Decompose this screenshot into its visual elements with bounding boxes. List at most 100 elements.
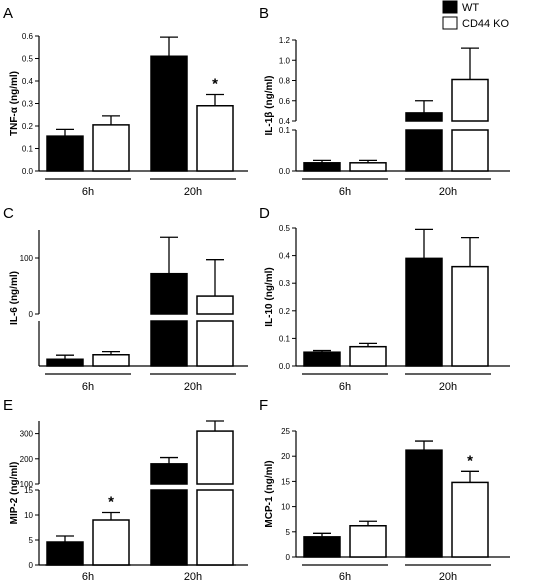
y-tick-label: 0.4: [279, 117, 291, 126]
y-tick-label: 15: [24, 486, 33, 495]
bar-wt-6h: [303, 162, 341, 172]
y-tick-label: 5: [286, 528, 291, 537]
x-category-label: 6h: [82, 186, 94, 198]
panel-f: F MCP-1 (ng/ml) 0 5 10 15 20 25 * 6h 20h: [259, 397, 510, 583]
y-axis-label: MCP-1 (ng/ml): [264, 460, 275, 527]
legend-label-wt: WT: [462, 2, 479, 14]
x-category-label: 20h: [439, 381, 457, 393]
y-tick-label: 0.3: [279, 279, 291, 288]
panel-d: D IL-10 (ng/ml) 0.0 0.1 0.2 0.3 0.4 0.5 6h 20h: [259, 205, 510, 393]
y-tick-label: 0.2: [279, 307, 291, 316]
bar-wt-20h: [150, 489, 188, 566]
bar-cd44ko-6h: [349, 162, 387, 172]
bar-wt-20h-upper: [150, 272, 188, 315]
x-category-label: 20h: [184, 186, 202, 198]
x-category-label: 20h: [184, 571, 202, 583]
bar-wt-20h: [150, 320, 188, 367]
x-category-label: 20h: [439, 186, 457, 198]
bar-wt-20h: [405, 129, 443, 172]
x-category-label: 6h: [339, 381, 351, 393]
y-tick-label: 10: [281, 503, 290, 512]
legend-label-cd44ko: CD44 KO: [462, 18, 510, 30]
bar-cd44ko-20h: [196, 105, 234, 172]
y-tick-label: 1.0: [279, 56, 291, 65]
panel-c: C IL-6 (ng/ml) 0 100 6h 20h: [3, 205, 248, 393]
y-tick-label: 5: [29, 536, 34, 545]
y-axis-label: TNF-α (ng/ml): [9, 71, 20, 136]
bar-cd44ko-20h: [451, 129, 489, 172]
y-tick-label: 0.1: [22, 145, 34, 154]
bar-wt-20h: [405, 257, 443, 367]
panel-letter: F: [259, 397, 268, 414]
y-axis-label: IL-6 (ng/ml): [9, 271, 20, 325]
y-tick-label: 100: [20, 254, 34, 263]
panel-letter: D: [259, 205, 270, 222]
y-tick-label: 15: [281, 477, 290, 486]
panel-a: A TNF-α (ng/ml) 0.0 0.1 0.2 0.3 0.4 0.5 0.6 * 6h 20…: [3, 5, 248, 198]
bar-wt-6h: [46, 358, 84, 367]
bar-cd44ko-20h-upper: [196, 295, 234, 315]
bar-wt-20h: [405, 449, 443, 558]
bar-cd44ko-6h: [92, 354, 130, 367]
y-tick-label: 0.6: [279, 97, 291, 106]
bar-wt-20h: [150, 55, 188, 172]
x-category-label: 6h: [82, 381, 94, 393]
bar-wt-6h: [46, 541, 84, 566]
bar-cd44ko-6h: [349, 525, 387, 558]
y-tick-label: 0.0: [279, 167, 291, 176]
panel-letter: E: [3, 397, 13, 414]
y-tick-label: 0.5: [22, 55, 34, 64]
y-tick-label: 0: [29, 310, 34, 319]
y-axis-label: IL-10 (ng/ml): [264, 267, 275, 326]
y-tick-label: 0.8: [279, 77, 291, 86]
y-tick-label: 0: [29, 561, 34, 570]
panel-letter: B: [259, 5, 269, 22]
bar-wt-6h: [46, 135, 84, 172]
bar-cd44ko-6h: [92, 124, 130, 172]
y-tick-label: 25: [281, 427, 290, 436]
y-tick-label: 0.1: [279, 126, 291, 135]
bar-wt-20h-upper: [150, 463, 188, 485]
y-tick-label: 300: [20, 430, 34, 439]
y-axis-label: MIP-2 (ng/ml): [9, 462, 20, 525]
bar-cd44ko-20h: [196, 489, 234, 566]
bar-cd44ko-20h: [451, 481, 489, 558]
bar-cd44ko-6h: [92, 519, 130, 566]
y-tick-label: 0.1: [279, 334, 291, 343]
y-tick-label: 0.4: [279, 252, 291, 261]
bar-cd44ko-6h: [349, 345, 387, 367]
x-category-label: 6h: [339, 571, 351, 583]
bar-cd44ko-20h: [196, 320, 234, 367]
y-tick-label: 20: [281, 452, 290, 461]
significance-marker: *: [467, 452, 473, 469]
y-tick-label: 0.0: [22, 167, 34, 176]
y-tick-label: 0.6: [22, 32, 34, 41]
y-tick-label: 10: [24, 511, 33, 520]
y-tick-label: 200: [20, 455, 34, 464]
significance-marker: *: [108, 494, 114, 511]
x-category-label: 20h: [439, 571, 457, 583]
y-tick-label: 0.0: [279, 362, 291, 371]
y-tick-label: 1.2: [279, 36, 291, 45]
x-category-label: 6h: [82, 571, 94, 583]
x-category-label: 6h: [339, 186, 351, 198]
y-tick-label: 0.5: [279, 224, 291, 233]
legend: WT CD44 KO: [442, 0, 510, 30]
y-axis-label: IL-1β (ng/ml): [264, 76, 275, 136]
x-category-label: 20h: [184, 381, 202, 393]
bar-cd44ko-20h: [451, 265, 489, 367]
y-tick-label: 0.4: [22, 77, 34, 86]
bar-cd44ko-20h-upper: [196, 430, 234, 485]
y-tick-label: 100: [20, 480, 34, 489]
panel-letter: C: [3, 205, 14, 222]
legend-swatch-cd44ko: [442, 16, 458, 30]
bar-cd44ko-20h-upper: [451, 78, 489, 122]
bar-wt-6h: [303, 536, 341, 558]
bar-wt-6h: [303, 351, 341, 367]
y-tick-label: 0.2: [22, 122, 34, 131]
significance-marker: *: [212, 76, 218, 93]
panel-letter: A: [3, 5, 13, 22]
legend-swatch-wt: [442, 0, 458, 14]
